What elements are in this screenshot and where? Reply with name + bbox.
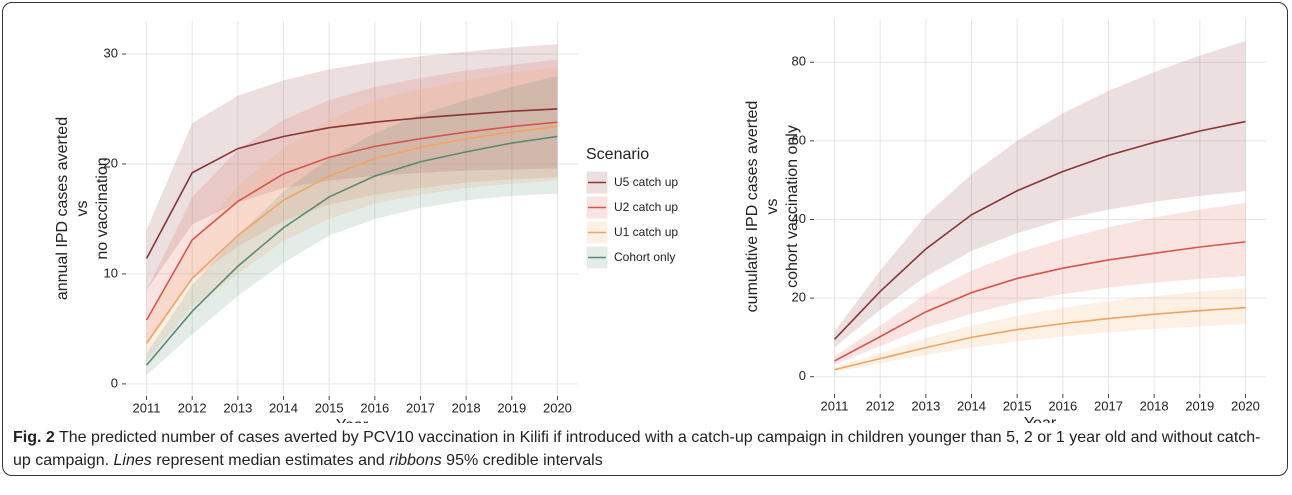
- ribbon: [834, 41, 1246, 348]
- legend-title: Scenario: [586, 146, 649, 163]
- x-tick-label: 2011: [821, 398, 849, 413]
- x-tick-label: 2020: [1231, 398, 1260, 413]
- x-axis-title: Year: [336, 417, 369, 423]
- figure: 0 10 20 30 2011 2012 2013 2014 2015 2016 2017 2018 2…: [2, 2, 1288, 476]
- y-axis-title: no vaccination: [94, 157, 111, 259]
- caption-text: represent median estimates and: [151, 452, 390, 469]
- x-tick-label: 2016: [1048, 398, 1077, 413]
- x-tick-label: 2019: [1185, 398, 1214, 413]
- x-tick-label: 2019: [497, 400, 526, 415]
- line: [834, 306, 1246, 371]
- y-tick-label: 80: [792, 54, 806, 69]
- ribbon: [834, 288, 1246, 372]
- y-axis-title: cumulative IPD cases averted: [744, 101, 761, 313]
- x-axis-title: Year: [1024, 415, 1057, 423]
- line: [833, 120, 1246, 340]
- x-tick-label: 2017: [406, 400, 435, 415]
- y-axis-title: vs: [74, 201, 91, 217]
- x-tick-label: 2015: [1003, 398, 1032, 413]
- line: [145, 135, 558, 366]
- x-tick-label: 2011: [133, 400, 161, 415]
- caption-italic: Lines: [113, 452, 152, 469]
- y-tick-label: 0: [799, 368, 806, 383]
- line: [834, 241, 1246, 362]
- legend-label: U2 catch up: [614, 200, 678, 214]
- x-tick-label: 2013: [911, 398, 940, 413]
- line: [145, 125, 558, 344]
- ribbon: [146, 75, 558, 376]
- y-axis-title: vs: [764, 199, 781, 215]
- line: [145, 108, 558, 259]
- y-tick-label: 20: [792, 290, 806, 305]
- x-tick-label: 2014: [957, 398, 986, 413]
- x-tick-label: 2012: [866, 398, 895, 413]
- y-tick-label: 10: [104, 265, 118, 280]
- legend-label: U1 catch up: [614, 225, 678, 239]
- y-tick-label: 0: [111, 375, 118, 390]
- caption-italic: ribbons: [389, 452, 442, 469]
- caption-text: 95% credible intervals: [441, 452, 603, 469]
- y-axis-title: annual IPD cases averted: [54, 117, 71, 300]
- charts: 0 10 20 30 2011 2012 2013 2014 2015 2016 2017 2018 2…: [54, 19, 1266, 423]
- ribbon: [146, 59, 558, 346]
- y-tick-label: 30: [104, 45, 118, 60]
- x-tick-label: 2020: [543, 400, 572, 415]
- line: [145, 121, 558, 321]
- caption-label: Fig. 2: [13, 429, 55, 446]
- x-tick-label: 2018: [452, 400, 481, 415]
- legend-label: U5 catch up: [614, 175, 678, 189]
- x-tick-label: 2014: [269, 400, 298, 415]
- x-tick-label: 2012: [178, 400, 207, 415]
- ribbon: [834, 202, 1246, 365]
- caption: Fig. 2 The predicted number of cases ave…: [13, 426, 1278, 472]
- legend-label: Cohort only: [614, 250, 675, 264]
- x-tick-label: 2017: [1094, 398, 1123, 413]
- y-tick-label: 20: [104, 155, 118, 170]
- x-tick-label: 2013: [223, 400, 252, 415]
- y-axis-title: cohort vaccination only: [784, 125, 801, 288]
- y-tick-label: 40: [792, 211, 806, 226]
- caption-text: The predicted number of cases averted by…: [13, 429, 1261, 469]
- y-tick-label: 60: [792, 132, 806, 147]
- x-tick-label: 2018: [1140, 398, 1169, 413]
- x-tick-label: 2016: [360, 400, 389, 415]
- x-tick-label: 2015: [315, 400, 344, 415]
